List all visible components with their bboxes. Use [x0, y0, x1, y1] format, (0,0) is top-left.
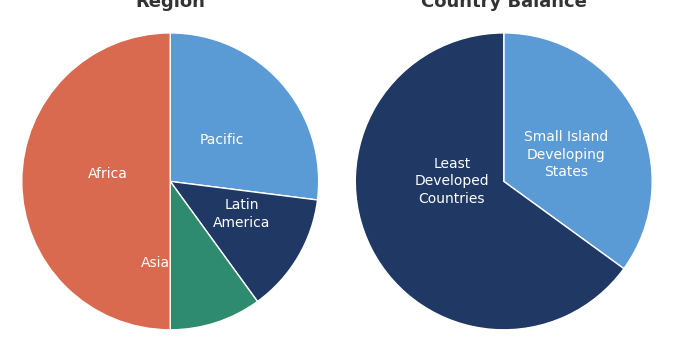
Text: Asia: Asia: [141, 256, 170, 270]
Wedge shape: [503, 33, 652, 269]
Wedge shape: [171, 182, 257, 330]
Wedge shape: [355, 33, 624, 330]
Title: Country Balance: Country Balance: [421, 0, 586, 11]
Text: Pacific: Pacific: [200, 133, 245, 147]
Wedge shape: [171, 182, 317, 302]
Wedge shape: [22, 33, 171, 330]
Wedge shape: [171, 33, 319, 200]
Text: Least
Developed
Countries: Least Developed Countries: [415, 157, 489, 206]
Title: Region: Region: [135, 0, 205, 11]
Text: Africa: Africa: [88, 167, 128, 181]
Text: Latin
America: Latin America: [213, 198, 270, 230]
Text: Small Island
Developing
States: Small Island Developing States: [524, 130, 608, 179]
